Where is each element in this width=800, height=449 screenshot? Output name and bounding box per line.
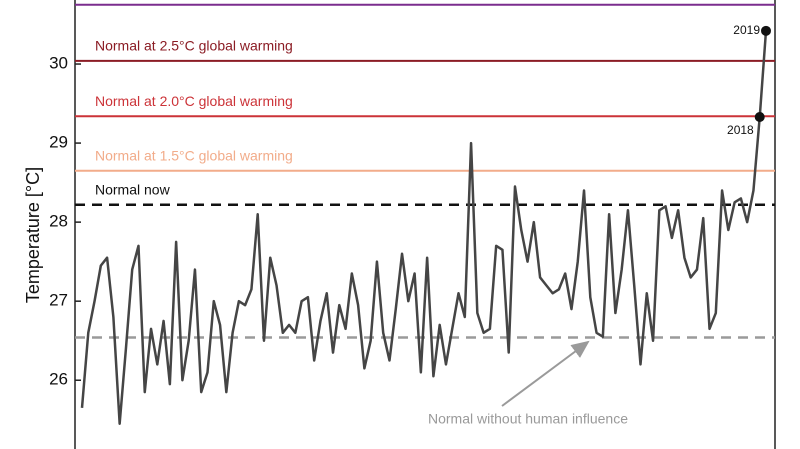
y-tick-label: 29 bbox=[49, 133, 68, 152]
y-axis-label: Temperature [°C] bbox=[23, 167, 43, 303]
annotation-arrow bbox=[501, 340, 590, 407]
y-tick-label: 30 bbox=[49, 54, 68, 73]
reference-label: Normal at 2.0°C global warming bbox=[95, 93, 293, 109]
y-tick-label: 27 bbox=[49, 291, 68, 310]
point-marker bbox=[754, 111, 765, 122]
point-marker bbox=[761, 25, 771, 36]
y-tick-label: 28 bbox=[49, 212, 68, 231]
data-line bbox=[80, 30, 768, 425]
reference-label: Normal now bbox=[95, 181, 171, 197]
reference-label: Normal at 2.5°C global warming bbox=[95, 38, 293, 54]
y-tick-label: 26 bbox=[49, 370, 68, 389]
reference-label: Normal without human influence bbox=[428, 411, 628, 427]
point-label: 2019 bbox=[733, 23, 760, 37]
reference-label: Normal at 1.5°C global warming bbox=[95, 147, 293, 163]
point-label: 2018 bbox=[727, 123, 754, 137]
